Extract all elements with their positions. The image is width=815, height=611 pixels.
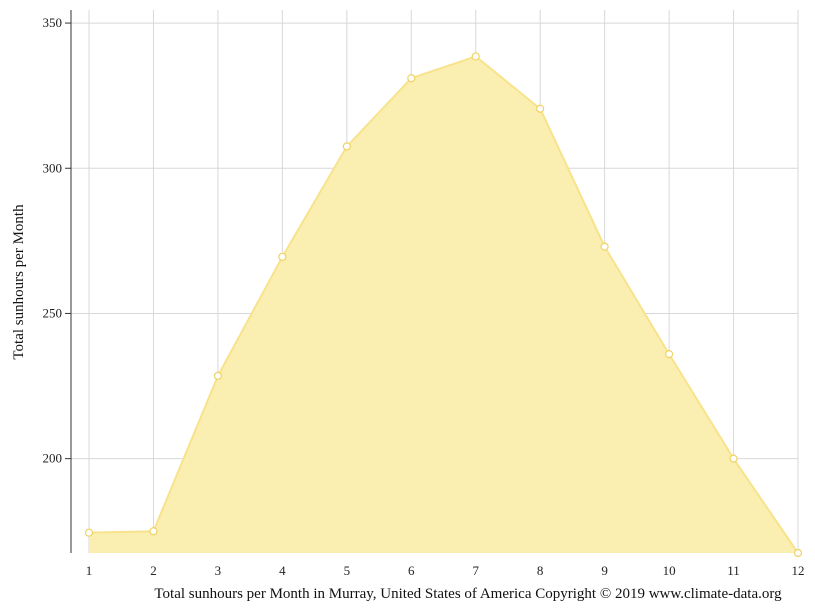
axes	[65, 10, 72, 553]
x-tick-label-6: 6	[408, 563, 415, 578]
x-tick-label-4: 4	[279, 563, 286, 578]
x-tick-label-2: 2	[150, 563, 157, 578]
y-tick-label-200: 200	[43, 451, 63, 466]
x-tick-label-1: 1	[86, 563, 93, 578]
x-tick-label-8: 8	[537, 563, 544, 578]
chart-caption: Total sunhours per Month in Murray, Unit…	[154, 586, 782, 602]
data-point-1	[84, 528, 94, 537]
series-line	[88, 55, 799, 554]
data-point-2	[149, 527, 158, 536]
area-fill	[89, 56, 798, 553]
data-point-6	[407, 74, 416, 83]
x-tick-label-9: 9	[601, 563, 608, 578]
y-tick-label-350: 350	[43, 15, 63, 30]
y-tick-label-250: 250	[43, 305, 63, 320]
y-tick-label-300: 300	[43, 160, 63, 175]
data-point-7	[471, 52, 480, 61]
x-tick-label-5: 5	[344, 563, 351, 578]
y-axis-title: Total sunhours per Month	[11, 204, 27, 360]
data-point-3	[213, 371, 223, 380]
data-point-9	[600, 242, 609, 251]
x-tick-label-3: 3	[215, 563, 222, 578]
x-tick-label-11: 11	[727, 563, 740, 578]
data-point-11	[729, 454, 738, 463]
data-point-12	[793, 548, 803, 558]
data-point-8	[536, 104, 545, 113]
x-tick-label-7: 7	[472, 563, 479, 578]
x-tick-label-10: 10	[663, 563, 676, 578]
data-point-4	[278, 252, 287, 261]
x-tick-label-12: 12	[792, 563, 805, 578]
area-series	[84, 52, 803, 558]
data-point-10	[664, 349, 674, 359]
data-point-5	[342, 142, 351, 151]
